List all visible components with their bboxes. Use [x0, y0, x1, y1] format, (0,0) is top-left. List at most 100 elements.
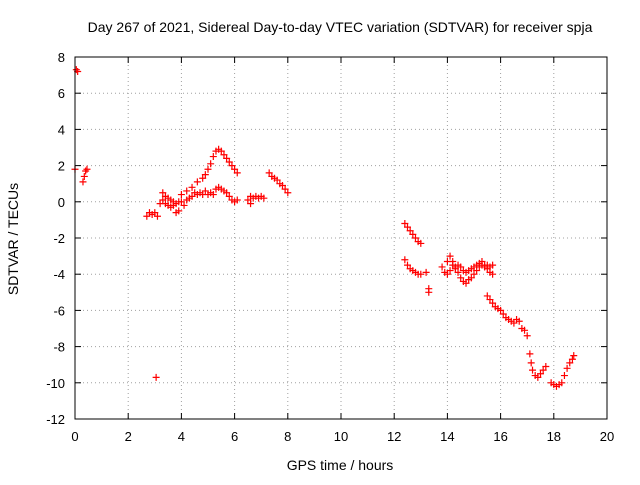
data-point-marker [449, 258, 457, 266]
data-point-marker [570, 352, 578, 360]
data-point-marker [177, 191, 185, 199]
data-point-marker [489, 270, 497, 278]
data-point-marker [225, 192, 233, 200]
chart-title: Day 267 of 2021, Sidereal Day-to-day VTE… [88, 19, 593, 35]
data-point-marker [411, 234, 419, 242]
data-point-marker [417, 239, 425, 247]
data-point-marker [563, 364, 571, 372]
y-tick-label: 0 [58, 195, 65, 210]
data-point-marker [417, 270, 425, 278]
data-point-marker [244, 196, 252, 204]
data-point-marker [180, 201, 188, 209]
data-point-marker [159, 196, 167, 204]
y-tick-label: 4 [58, 122, 65, 137]
data-point-marker [542, 363, 550, 371]
data-point-marker [521, 326, 529, 334]
data-point-marker [188, 192, 196, 200]
data-point-marker [510, 319, 518, 327]
data-point-marker [422, 268, 430, 276]
data-point-marker [151, 209, 159, 217]
data-point-marker [558, 379, 566, 387]
data-point-marker [143, 212, 151, 220]
data-point-marker [183, 187, 191, 195]
x-tick-label: 6 [231, 429, 238, 444]
data-point-marker [534, 373, 542, 381]
data-point-marker [446, 252, 454, 260]
data-point-marker [478, 258, 486, 266]
data-point-marker [470, 270, 478, 278]
data-point-marker [489, 261, 497, 269]
data-point-marker [483, 292, 491, 300]
y-axis-title: SDTVAR / TECUs [5, 183, 21, 295]
data-point-marker [526, 350, 534, 358]
data-series-sdtvar [71, 66, 578, 390]
y-tick-label: -10 [46, 376, 65, 391]
x-tick-label: 18 [547, 429, 561, 444]
data-point-marker [404, 261, 411, 269]
data-point-marker [404, 223, 411, 231]
data-point-marker [72, 66, 80, 74]
y-tick-label: -4 [53, 267, 65, 282]
data-point-marker [223, 154, 231, 162]
data-point-marker [273, 176, 281, 184]
y-tick-label: -8 [53, 340, 65, 355]
data-point-marker [265, 169, 273, 177]
x-tick-label: 0 [71, 429, 78, 444]
data-point-marker [281, 185, 289, 193]
data-point-marker [225, 158, 233, 166]
data-point-marker [231, 165, 239, 173]
data-point-marker [527, 359, 535, 367]
x-tick-label: 4 [178, 429, 185, 444]
data-point-marker [568, 355, 576, 363]
data-point-marker [406, 227, 414, 235]
data-point-marker [207, 160, 215, 168]
y-tick-label: -6 [53, 303, 65, 318]
data-point-marker [201, 187, 209, 195]
data-point-marker [438, 263, 446, 271]
x-tick-label: 8 [284, 429, 291, 444]
data-point-marker [560, 372, 568, 380]
data-point-marker [260, 194, 268, 202]
data-point-marker [209, 153, 217, 161]
data-point-marker [188, 183, 196, 191]
data-point-marker [177, 198, 185, 206]
data-point-marker [425, 288, 433, 296]
data-point-marker [497, 306, 505, 314]
data-point-marker [223, 189, 231, 197]
data-point-marker [193, 178, 201, 186]
data-point-marker [454, 268, 462, 276]
data-point-marker [233, 196, 241, 204]
data-point-marker [233, 169, 241, 177]
y-tick-label: 2 [58, 159, 65, 174]
data-point-marker [82, 167, 90, 175]
data-point-marker [409, 230, 417, 238]
data-point-marker [499, 310, 507, 318]
y-tick-label: -12 [46, 412, 65, 427]
data-point-marker [515, 317, 523, 325]
plot-frame [74, 56, 608, 420]
y-tick-label: -2 [53, 231, 65, 246]
x-tick-label: 2 [125, 429, 132, 444]
data-point-marker [401, 220, 409, 228]
data-point-marker [486, 296, 494, 304]
data-point-marker [457, 274, 465, 282]
data-point-marker [284, 189, 292, 197]
data-point-marker [462, 279, 470, 287]
x-tick-label: 16 [493, 429, 507, 444]
x-axis-title: GPS time / hours [287, 457, 394, 473]
data-point-marker [247, 200, 255, 208]
data-point-marker [217, 147, 225, 155]
data-point-marker [152, 373, 160, 381]
x-tick-label: 10 [334, 429, 348, 444]
data-point-marker [209, 191, 217, 199]
data-point-marker [80, 172, 88, 180]
data-point-marker [153, 212, 161, 220]
data-point-marker [175, 207, 183, 215]
y-tick-label: 6 [58, 86, 65, 101]
x-tick-label: 14 [440, 429, 454, 444]
data-point-marker [401, 256, 409, 264]
data-point-marker [278, 182, 286, 190]
data-point-marker [446, 267, 454, 275]
grid [75, 57, 607, 419]
